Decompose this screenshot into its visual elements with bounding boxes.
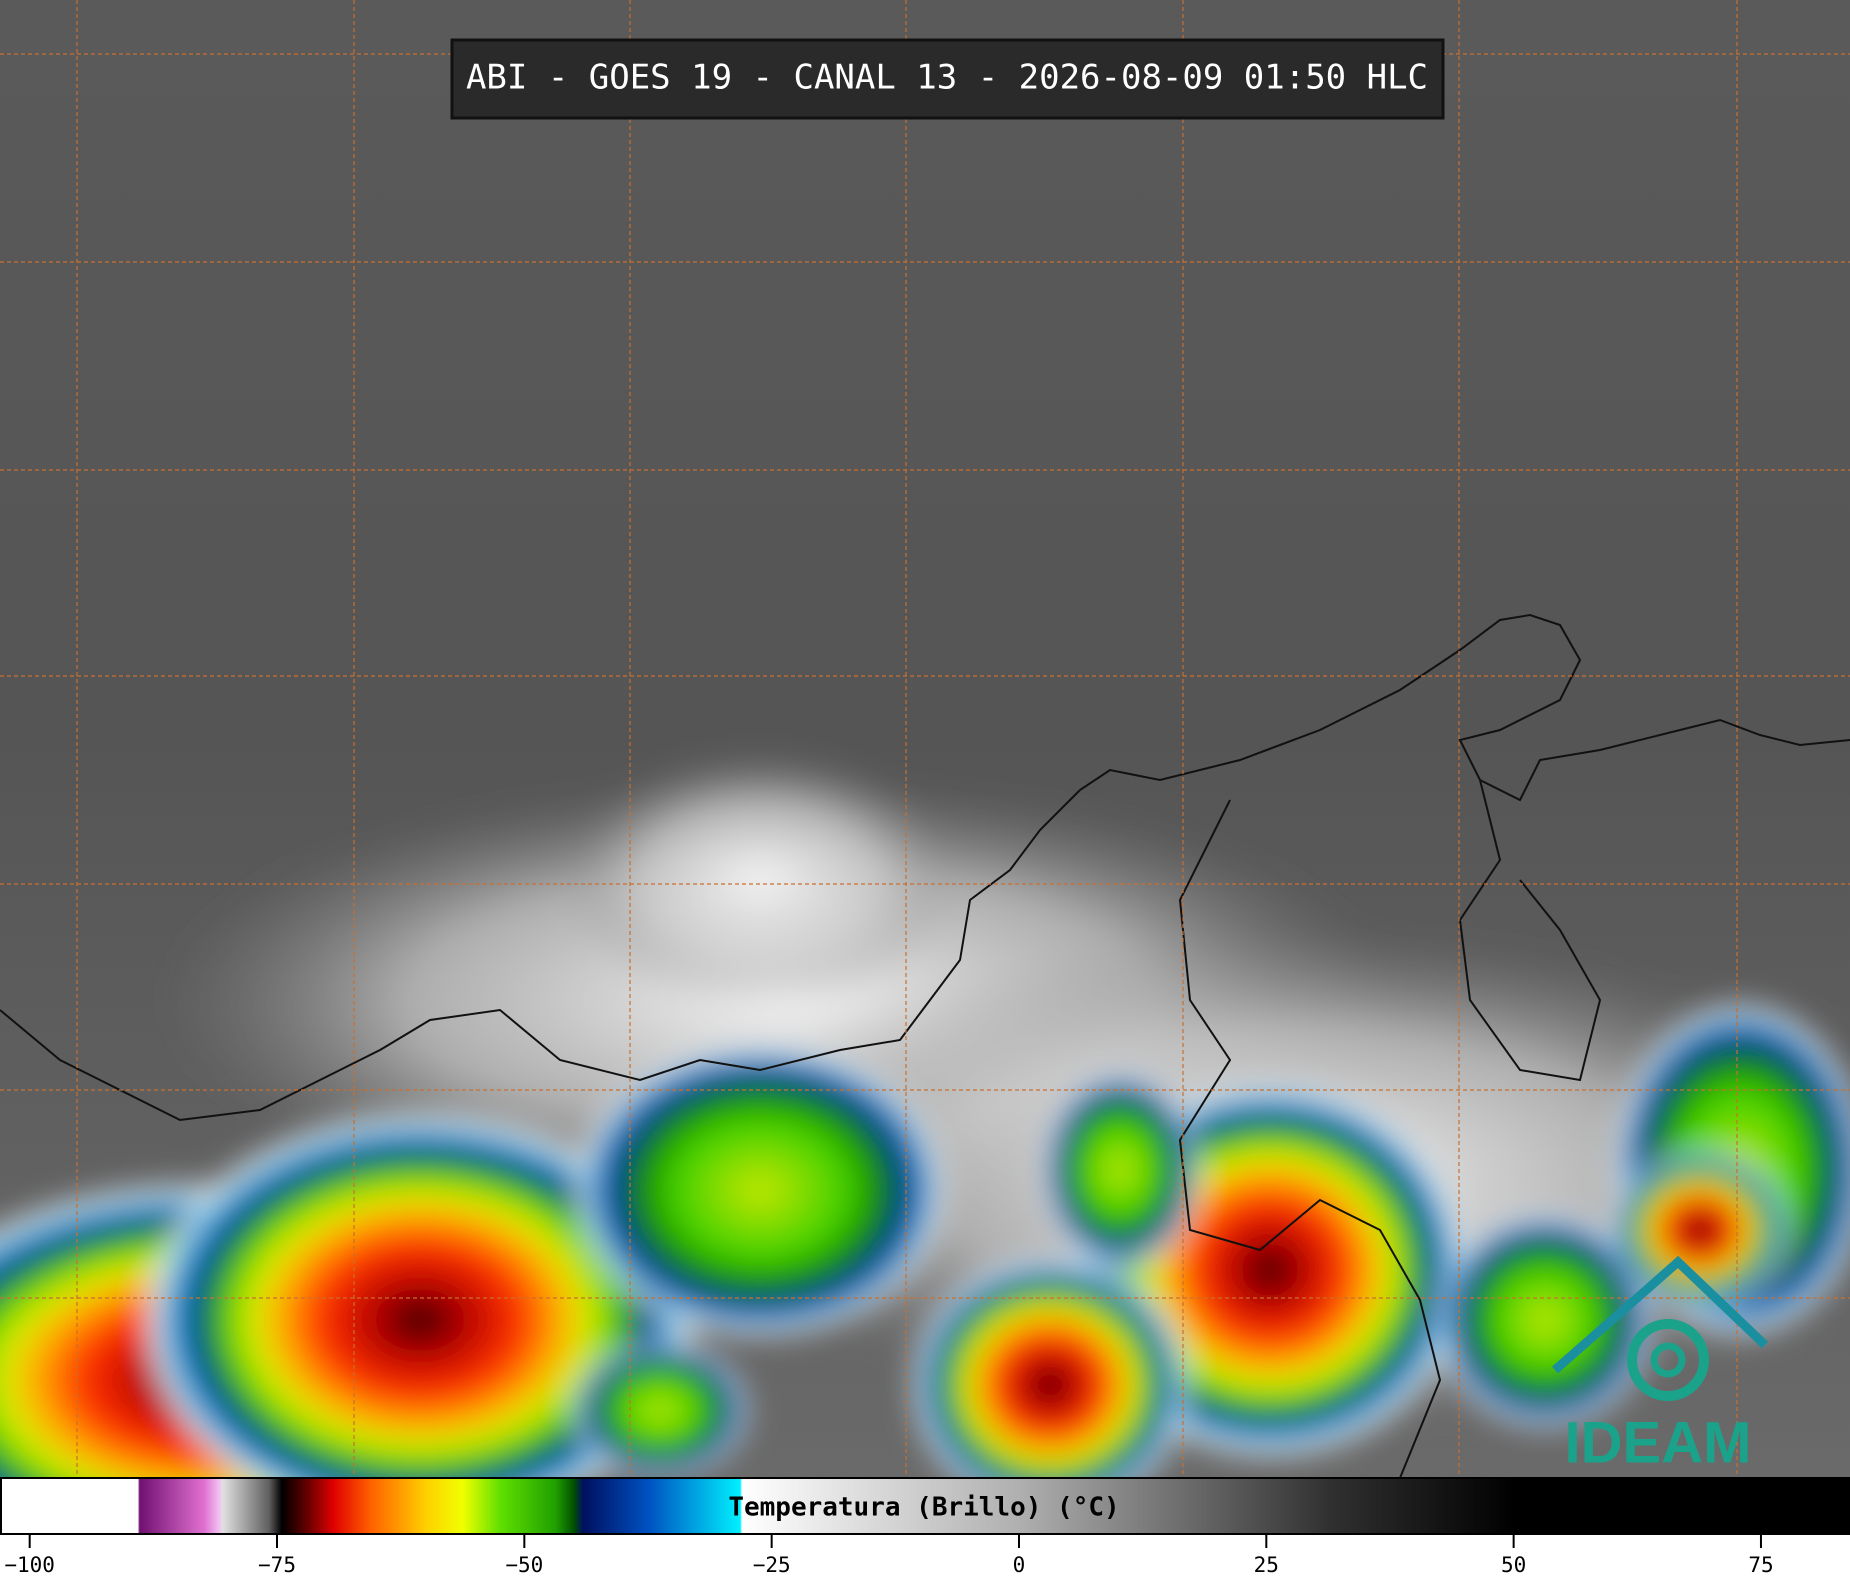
coastlines — [0, 613, 1850, 1479]
logo-text: IDEAM — [1565, 1410, 1752, 1475]
logo-swirl-inner — [1650, 1342, 1686, 1378]
lat-lon-grid — [0, 0, 1850, 1478]
tick-label: −75 — [258, 1553, 296, 1577]
logo-roof — [1552, 1255, 1769, 1374]
tick-label: 0 — [1013, 1553, 1026, 1577]
tick-label: 50 — [1501, 1553, 1526, 1577]
tick-label: −100 — [4, 1553, 55, 1577]
tick-label: −50 — [505, 1553, 543, 1577]
title: ABI - GOES 19 - CANAL 13 - 2026-08-09 01… — [466, 58, 1428, 98]
logo-swirl — [1627, 1319, 1709, 1401]
colorbar-label: Temperatura (Brillo) (°C) — [728, 1493, 1119, 1523]
colorbar-ticks: −100 −75 −50 −25 0 25 50 75 — [4, 1534, 1774, 1577]
tick-label: 75 — [1748, 1553, 1773, 1577]
cloud-field — [0, 750, 1850, 1577]
colorbar — [0, 1477, 1850, 1535]
logo: IDEAM — [1552, 1255, 1769, 1475]
title-box — [450, 38, 1445, 120]
tick-label: 25 — [1254, 1553, 1279, 1577]
tick-label: −25 — [753, 1553, 791, 1577]
